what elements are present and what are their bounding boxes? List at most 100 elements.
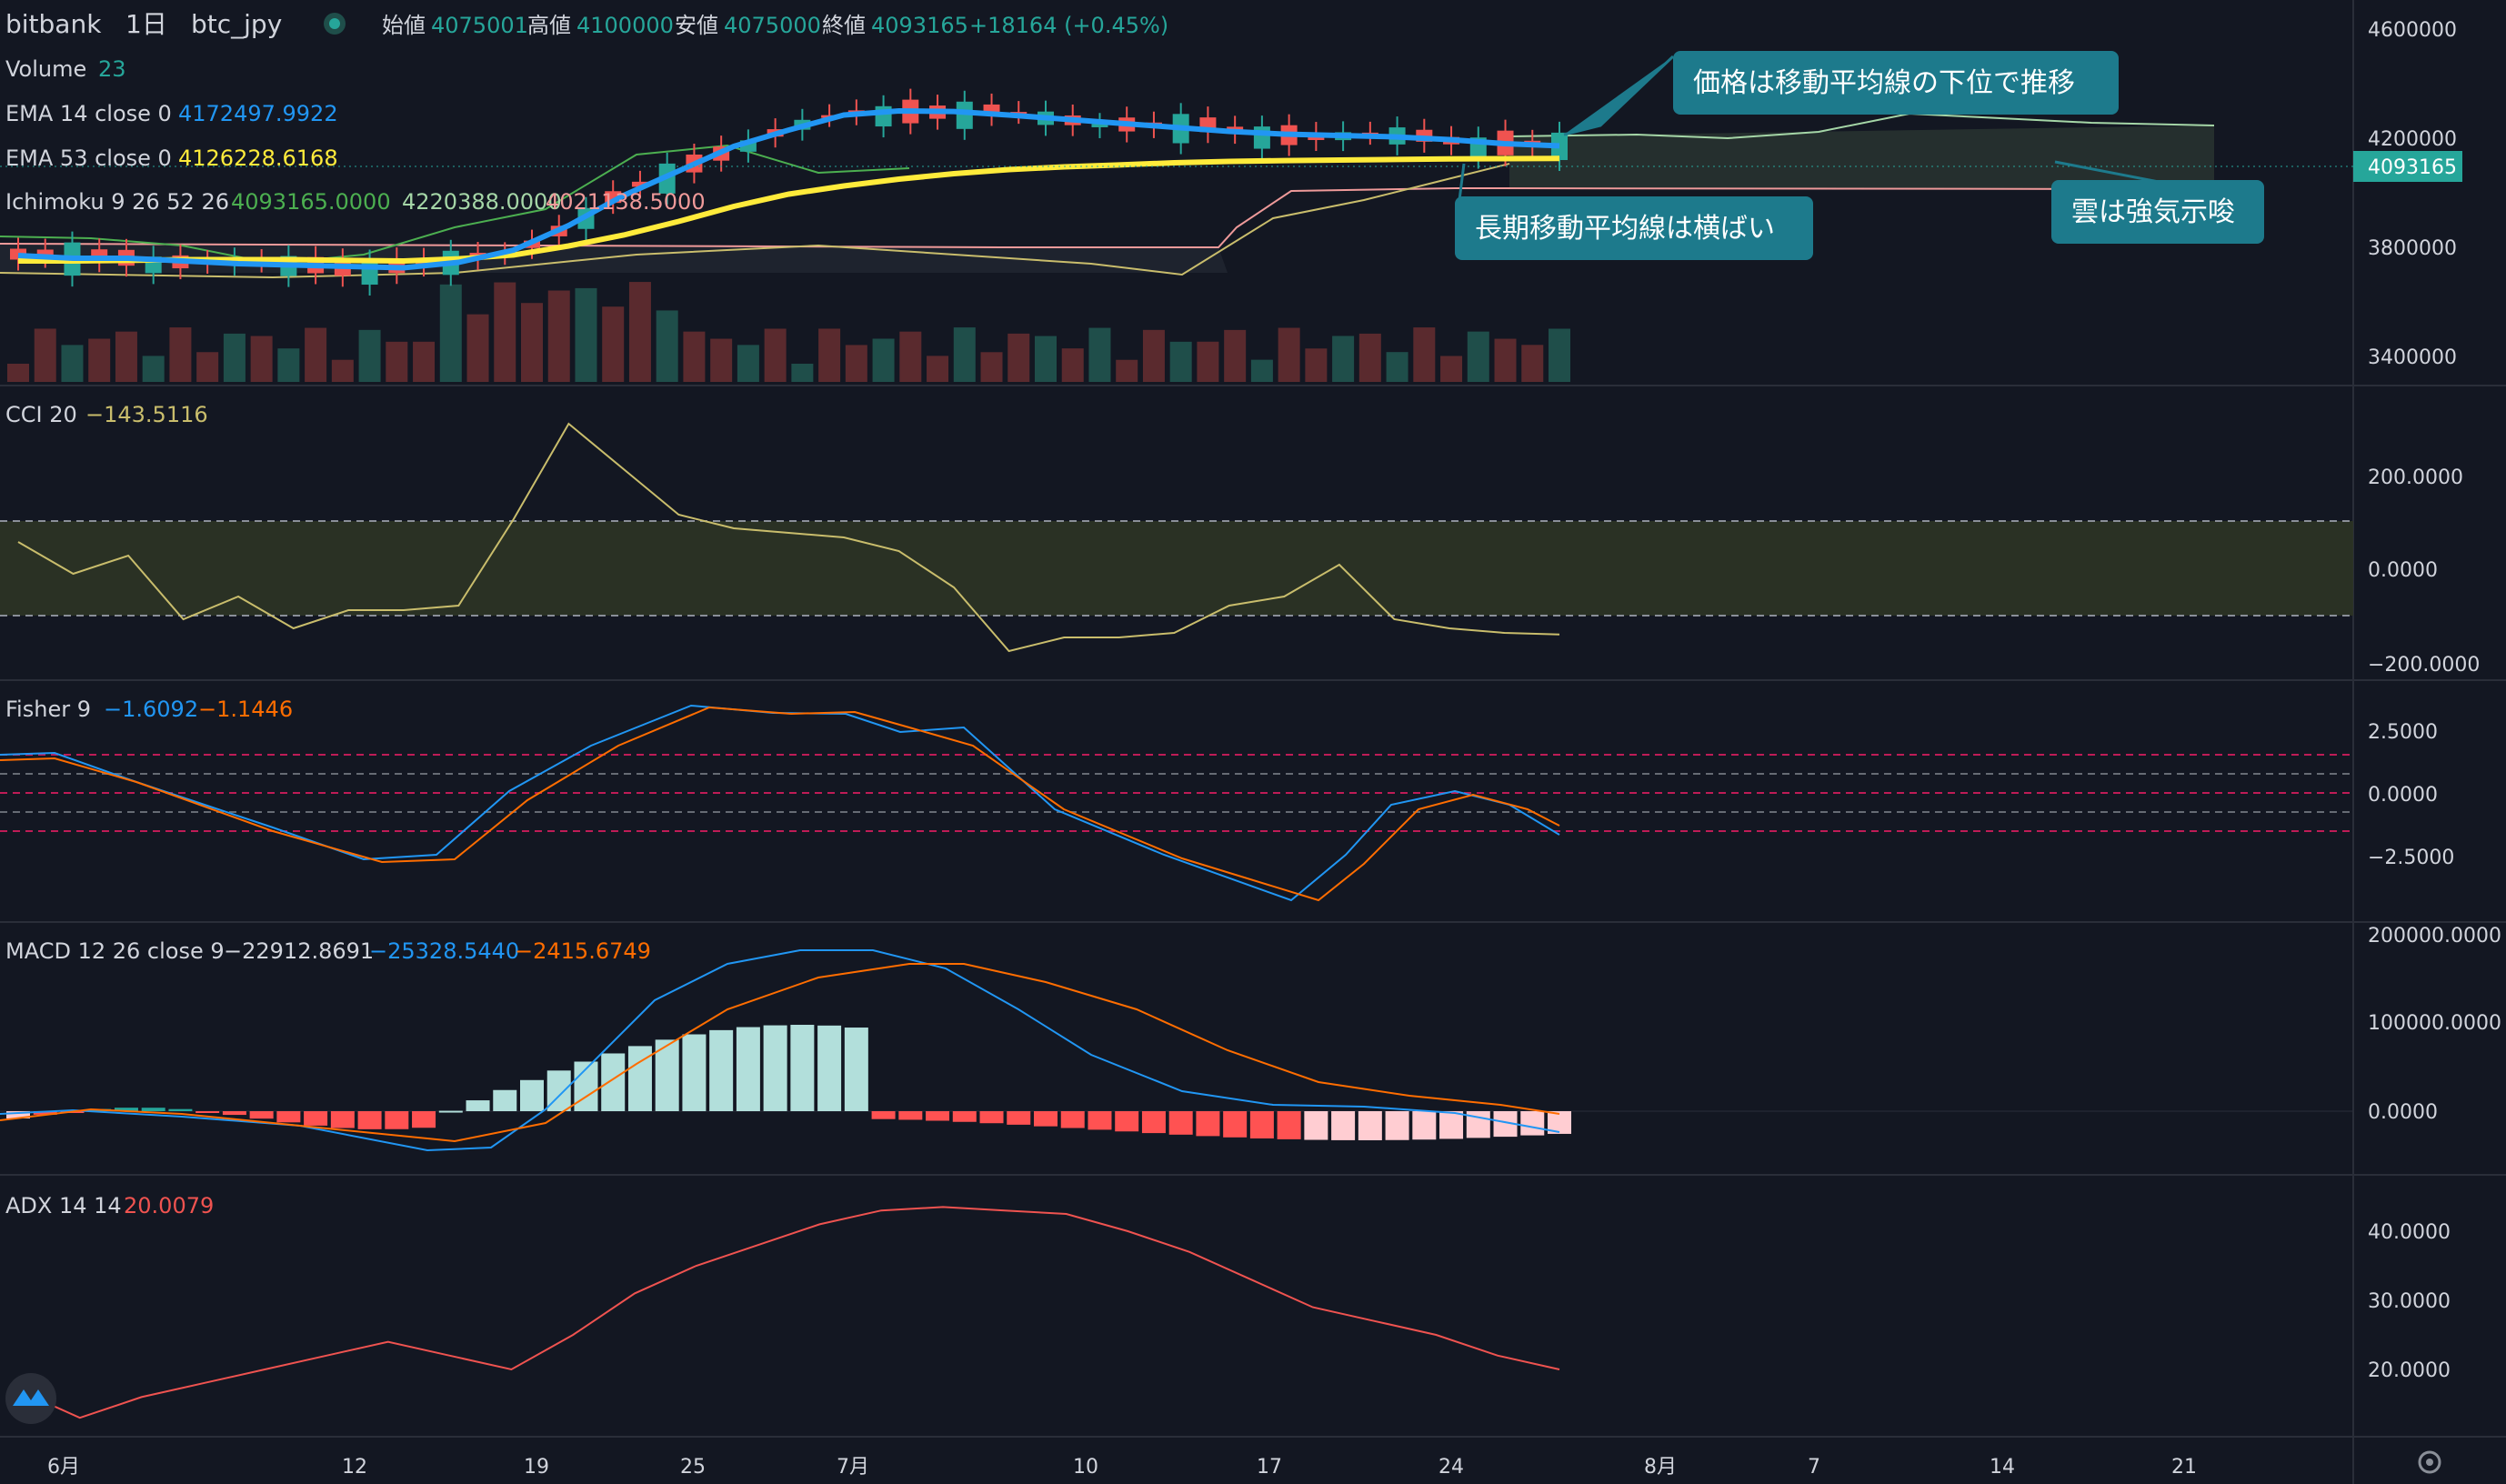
fisher-axis[interactable]: 2.5000 0.0000 −2.5000 — [2368, 721, 2454, 869]
adx-line — [17, 1206, 1560, 1419]
volume-bar — [1305, 348, 1328, 382]
symbol-label: btc_jpy — [191, 9, 282, 39]
volume-bar — [1413, 327, 1436, 382]
time-tick: 17 — [1257, 1456, 1282, 1479]
macd-histogram-bar — [385, 1111, 409, 1129]
fisher-legend: Fisher 9 — [5, 697, 91, 722]
volume-bars — [7, 282, 1570, 382]
volume-bar — [494, 282, 516, 382]
cci-axis[interactable]: 200.0000 0.0000 −200.0000 — [2368, 466, 2480, 677]
macd-histogram-bar — [817, 1025, 842, 1111]
volume-bar — [1332, 336, 1355, 382]
volume-bar — [1088, 327, 1111, 382]
volume-bar — [1169, 341, 1192, 382]
current-price-label: 4093165 — [2368, 156, 2457, 179]
macd-histogram-bar — [6, 1111, 30, 1118]
volume-bar — [710, 338, 733, 382]
macd-histogram-bar — [1249, 1111, 1274, 1138]
macd-histogram-bar — [412, 1111, 436, 1128]
volume-bar — [34, 328, 56, 382]
svg-text:−143.5116: −143.5116 — [85, 402, 208, 427]
volume-bar — [791, 363, 814, 382]
volume-bar — [1116, 359, 1138, 382]
adx-tick: 30.0000 — [2368, 1290, 2451, 1313]
settings-gear-icon[interactable] — [2418, 1450, 2441, 1474]
volume-bar — [386, 341, 408, 382]
macd-histogram-bar — [141, 1108, 165, 1111]
price-axis[interactable]: 4600000 4200000 3800000 3400000 4093165 — [2353, 19, 2462, 369]
annotation-text-3: 雲は強気示唆 — [2071, 196, 2235, 228]
candle-body — [956, 101, 973, 129]
volume-bar — [196, 352, 219, 382]
volume-bar — [1007, 333, 1030, 382]
macd-histogram-bar — [952, 1111, 977, 1122]
fisher-tick: 2.5000 — [2368, 721, 2438, 744]
volume-bar — [88, 338, 111, 382]
volume-bar — [1494, 338, 1517, 382]
cci-tick: 0.0000 — [2368, 559, 2438, 582]
volume-bar — [547, 290, 570, 382]
macd-histogram-bar — [1196, 1111, 1220, 1137]
macd-line — [0, 949, 1560, 1152]
ichimoku-base — [0, 163, 1510, 279]
macd-histogram-bar — [304, 1111, 328, 1126]
open-value: 4075001 — [431, 13, 528, 38]
ichimoku-cloud — [1509, 125, 2214, 189]
volume-bar — [1142, 329, 1165, 382]
adx-axis[interactable]: 40.0000 30.0000 20.0000 — [2368, 1221, 2451, 1382]
macd-histogram-bar — [222, 1111, 246, 1116]
macd-histogram-bar — [844, 1028, 868, 1111]
time-tick: 21 — [2171, 1456, 2197, 1479]
svg-text:20.0079: 20.0079 — [124, 1193, 214, 1218]
volume-bar — [250, 336, 273, 382]
time-tick: 7 — [1808, 1456, 1820, 1479]
macd-histogram-bar — [1385, 1111, 1409, 1140]
fisher-tick: 0.0000 — [2368, 784, 2438, 807]
price-tick: 3400000 — [2368, 346, 2457, 369]
macd-histogram-bar — [1358, 1111, 1382, 1140]
annotation-long-ma-flat: 長期移動平均線は横ばい — [1455, 163, 1813, 260]
current-price-tag — [2353, 151, 2462, 182]
macd-histogram-bar — [168, 1108, 193, 1111]
ema53-legend: EMA 53 close 0 — [5, 145, 172, 171]
macd-histogram-bar — [466, 1100, 490, 1111]
volume-bar — [223, 333, 246, 382]
macd-axis[interactable]: 200000.0000 100000.0000 0.0000 — [2368, 925, 2501, 1124]
volume-bar — [277, 348, 300, 382]
volume-bar — [1440, 356, 1463, 382]
macd-tick: 200000.0000 — [2368, 925, 2501, 948]
volume-bar — [818, 328, 841, 382]
volume-bar — [1358, 333, 1381, 382]
ema-14-line — [17, 107, 1560, 271]
macd-histogram-bar — [249, 1111, 274, 1119]
ema-53-line — [18, 155, 1560, 265]
volume-bar — [521, 303, 543, 382]
ichimoku-leading-b — [0, 186, 2215, 248]
volume-bar — [61, 345, 84, 382]
macd-histogram-bar — [520, 1079, 544, 1111]
change-value: +18164 (+0.45%) — [969, 13, 1168, 38]
time-axis[interactable]: 6月 12 19 25 7月 10 17 24 8月 7 14 21 — [47, 1456, 2197, 1479]
svg-text:4093165.0000: 4093165.0000 — [231, 189, 391, 215]
svg-text:4021138.5000: 4021138.5000 — [546, 189, 706, 215]
volume-bar — [142, 356, 165, 382]
volume-bar — [358, 329, 381, 382]
high-value: 4100000 — [576, 13, 674, 38]
volume-bar — [1386, 352, 1408, 382]
annotation-text-1: 価格は移動平均線の下位で推移 — [1693, 67, 2075, 99]
macd-histogram-bar — [790, 1025, 815, 1111]
ichimoku-leading-a — [1509, 112, 2215, 140]
candle-body — [1551, 132, 1568, 161]
macd-histogram-bar — [1088, 1111, 1112, 1130]
low-value: 4075000 — [724, 13, 821, 38]
volume-bar — [1250, 359, 1273, 382]
macd-histogram-bar — [1115, 1111, 1139, 1132]
volume-bar — [466, 314, 489, 382]
macd-histogram-bar — [114, 1108, 138, 1111]
header-row: bitbank 1日 btc_jpy 始値 4075001 高値 4100000… — [5, 9, 1168, 39]
svg-text:−2415.6749: −2415.6749 — [515, 938, 651, 964]
tradingview-logo-icon[interactable] — [5, 1373, 56, 1424]
macd-histogram-bar — [1141, 1111, 1166, 1134]
macd-histogram-bar — [926, 1111, 950, 1121]
macd-histogram-bar — [1034, 1111, 1058, 1127]
